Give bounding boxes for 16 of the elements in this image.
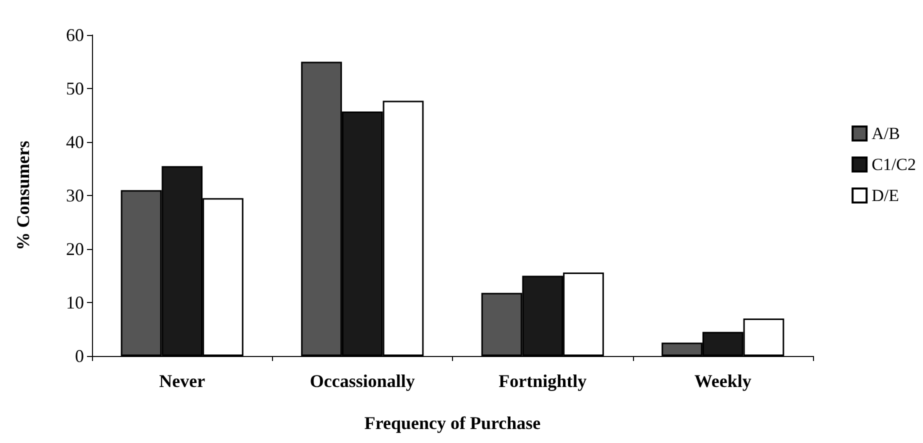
legend-label: C1/C2 <box>872 155 916 174</box>
x-tick-label: Occassionally <box>310 371 415 391</box>
y-tick-label: 0 <box>75 346 84 366</box>
y-tick-label: 10 <box>66 292 84 312</box>
y-tick-label: 20 <box>66 239 84 259</box>
y-tick-label: 50 <box>66 78 84 98</box>
legend-label: D/E <box>872 186 899 205</box>
x-axis-title: Frequency of Purchase <box>364 413 541 433</box>
legend-label: A/B <box>872 124 900 143</box>
y-tick-label: 30 <box>66 186 84 206</box>
x-tick-label: Fortnightly <box>498 371 587 391</box>
y-tick-label: 40 <box>66 132 84 152</box>
y-axis-title: % Consumers <box>13 140 33 250</box>
x-tick-label: Never <box>159 371 206 391</box>
x-tick-label: Weekly <box>694 371 752 391</box>
y-tick-label: 60 <box>66 25 84 45</box>
